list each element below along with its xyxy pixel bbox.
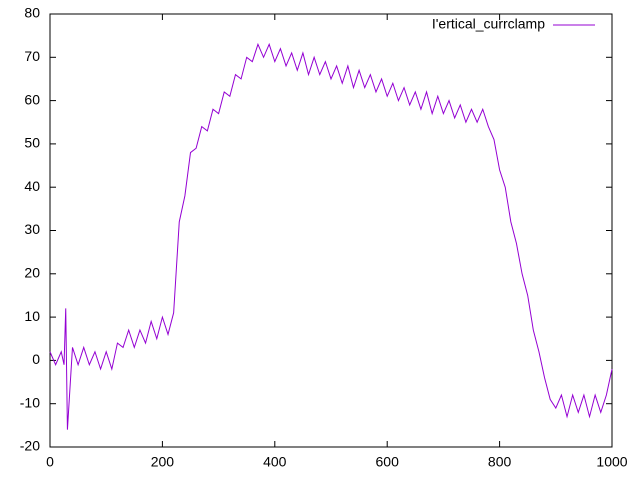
y-tick-label: 80 xyxy=(24,5,40,21)
x-tick-label: 200 xyxy=(151,454,175,470)
x-tick-label: 600 xyxy=(376,454,400,470)
data-line xyxy=(49,42,613,430)
y-tick-label: 0 xyxy=(32,351,40,367)
y-tick-label: 10 xyxy=(24,308,40,324)
x-tick-label: 0 xyxy=(46,454,54,470)
y-tick-label: -10 xyxy=(20,394,40,410)
x-tick-label: 1000 xyxy=(596,454,627,470)
y-tick-label: 70 xyxy=(24,48,40,64)
y-tick-label: 30 xyxy=(24,221,40,237)
y-tick-label: 50 xyxy=(24,135,40,151)
legend-label: I'ertical_currclamp xyxy=(432,16,545,32)
y-tick-label: 40 xyxy=(24,178,40,194)
x-tick-label: 400 xyxy=(263,454,287,470)
y-tick-label: 20 xyxy=(24,265,40,281)
x-tick-label: 800 xyxy=(488,454,512,470)
y-tick-label: -20 xyxy=(20,438,40,454)
plot-border xyxy=(49,13,613,448)
y-tick-label: 60 xyxy=(24,91,40,107)
